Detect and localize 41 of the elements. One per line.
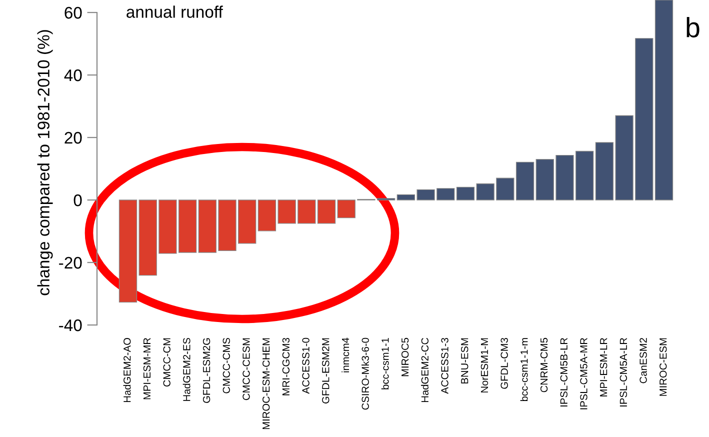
y-tick-label: 40 (64, 69, 82, 82)
x-tick-label: MPI-ESM-MR (143, 338, 151, 400)
chart-title: annual runoff (126, 6, 223, 18)
x-tick-label: CSIRO-Mk3-6-0 (361, 338, 369, 410)
x-tick-label: IPSL-CM5A-LR (620, 338, 628, 406)
x-tick-label: MIROC-ESM (660, 338, 667, 396)
x-tick-label: HadGEM2-CC (421, 338, 428, 402)
y-tick-label: 20 (64, 132, 82, 144)
x-tick-label: IPSL-CM5A-MR (580, 338, 588, 410)
bar (118, 200, 138, 303)
x-tick-label: HadGEM2-ES (182, 338, 190, 401)
x-tick-label: CanESM2 (640, 338, 647, 384)
x-tick-label: bcc-csm1-1-m (520, 338, 528, 402)
x-tick-label: MIROC5 (401, 338, 409, 376)
bar (654, 0, 674, 200)
bar (317, 200, 336, 224)
x-tick-label: HadGEM2-AO (123, 338, 131, 402)
x-tick-label: GFDL-ESM2G (202, 338, 210, 403)
text: b (686, 17, 700, 38)
bar (456, 186, 475, 200)
x-tick-label: NorESM1-M (480, 338, 488, 392)
x-tick-label: BNU-ESM (461, 338, 468, 384)
y-tick-label: 0 (74, 194, 82, 206)
y-tick-label: -40 (59, 319, 82, 332)
x-tick-label: CMCC-CESM (242, 338, 250, 400)
x-tick-label: MRI-CGCM3 (282, 338, 290, 396)
x-tick-label: CMCC-CMS (222, 338, 230, 394)
x-tick-label: bcc-csm1-1 (381, 338, 389, 390)
x-tick-label: IPSL-CM5B-LR (560, 338, 568, 406)
x-tick-label: ACCESS1-0 (302, 338, 310, 394)
x-tick-label: ACCESS1-3 (441, 338, 448, 394)
x-tick-label: CNRM-CM5 (540, 338, 548, 392)
x-tick-label: MPI-ESM-LR (600, 338, 608, 396)
x-tick-label: inmcm4 (342, 338, 350, 372)
x-tick-label: GFDL-ESM2M (322, 338, 330, 404)
x-tick-label: MIROC-ESM-CHEM (262, 338, 270, 430)
y-tick-label: 60 (64, 6, 82, 19)
x-tick-label: GFDL-CM3 (500, 338, 508, 389)
x-tick-label: CMCC-CM (163, 338, 170, 387)
y-tick-label: -20 (59, 256, 82, 269)
y-axis-title: change compared to 1981-2010 (%) (37, 30, 53, 296)
